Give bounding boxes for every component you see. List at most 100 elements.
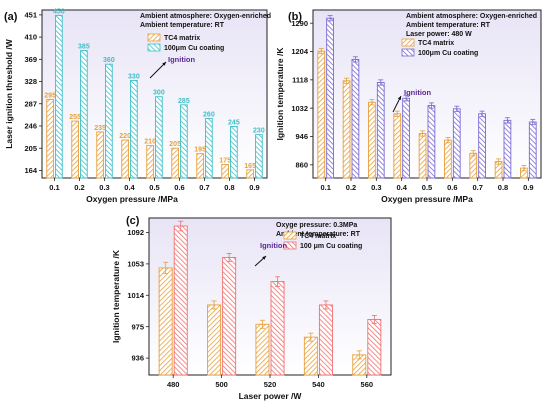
data-label: 165: [244, 163, 256, 170]
bar-cu-0.4: [402, 97, 410, 179]
x-tick-label: 0.7: [199, 183, 209, 192]
panel-label: (c): [126, 215, 140, 227]
y-tick-label: 1204: [291, 47, 309, 56]
x-tick-label: 0.3: [99, 183, 109, 192]
bar-tc4-0.2: [71, 120, 79, 179]
ignition-arrow: [149, 61, 167, 79]
x-tick-label: 480: [167, 380, 180, 389]
plot-area: [312, 9, 542, 179]
annotation: Oxyge pressure: 0.3MPa: [276, 222, 357, 229]
data-label: 385: [78, 44, 90, 51]
bar-tc4-0.6: [171, 147, 179, 179]
y-tick-label: 860: [295, 160, 308, 169]
annotation: Ambient temperature: RT: [276, 231, 361, 238]
legend-swatch: [401, 38, 415, 47]
bar-cu-0.2: [80, 50, 88, 179]
bar-tc4-500: [207, 304, 222, 376]
data-label: 295: [44, 92, 56, 99]
legend-swatch: [401, 48, 415, 57]
ignition-label: Ignition: [260, 241, 287, 250]
x-tick-label: 0.9: [523, 183, 533, 192]
legend-entry: TC4 matrix: [164, 35, 200, 42]
y-tick-label: 1290: [291, 19, 308, 28]
x-tick-label: 0.8: [498, 183, 508, 192]
x-tick-label: 0.6: [447, 183, 457, 192]
y-tick-label: 451: [24, 10, 37, 19]
bar-tc4-0.2: [342, 80, 351, 179]
y-tick-label: 1053: [127, 259, 144, 268]
ignition-label: Ignition: [404, 88, 431, 97]
x-axis-label: Oxygen pressure /MPa: [381, 194, 473, 204]
bar-cu-480: [173, 225, 188, 376]
data-label: 195: [194, 147, 206, 154]
panel-label: (b): [288, 11, 302, 23]
y-axis-label: Laser ignition threshold /W: [4, 38, 14, 149]
x-tick-label: 0.3: [371, 183, 381, 192]
annotation: Ambient atmosphere: Oxygen-enriched: [406, 13, 537, 20]
bar-cu-0.1: [326, 17, 334, 179]
data-label: 260: [203, 111, 215, 118]
panel-label: (a): [4, 11, 18, 23]
bar-cu-0.6: [452, 108, 461, 179]
y-tick-label: 164: [24, 166, 37, 175]
x-tick-label: 540: [312, 380, 325, 389]
plot-area: [148, 217, 392, 376]
bar-cu-0.4: [130, 80, 138, 179]
bar-cu-0.7: [205, 117, 213, 179]
bar-tc4-0.7: [469, 152, 478, 179]
y-tick-label: 369: [24, 55, 37, 64]
data-label: 450: [53, 8, 65, 15]
y-tick-label: 1032: [291, 104, 308, 113]
bar-cu-0.5: [427, 105, 436, 179]
data-label: 255: [69, 114, 81, 121]
bar-tc4-0.5: [146, 145, 154, 179]
x-tick-label: 500: [215, 380, 228, 389]
data-label: 245: [228, 120, 240, 127]
bar-tc4-0.8: [221, 164, 229, 179]
bar-cu-0.6: [180, 104, 188, 179]
bar-tc4-520: [255, 323, 270, 376]
x-tick-label: 0.7: [472, 183, 482, 192]
legend-entry: TC4 matrix: [300, 233, 336, 240]
x-axis-label: Laser power /W: [239, 391, 303, 401]
annotation: Ambient temperature: RT: [140, 22, 225, 29]
bar-cu-0.8: [503, 119, 512, 179]
y-axis-label: Ignition temperature /K: [275, 47, 285, 141]
bar-cu-560: [367, 318, 382, 376]
x-tick-label: 0.4: [124, 183, 135, 192]
data-label: 230: [253, 128, 265, 135]
y-tick-label: 1014: [127, 291, 145, 300]
y-tick-label: 328: [24, 77, 37, 86]
bar-tc4-0.6: [444, 139, 452, 179]
x-axis-label: Oxygen pressure /MPa: [86, 194, 178, 204]
annotation: Laser power: 480 W: [406, 31, 472, 38]
data-label: 220: [119, 133, 131, 140]
y-tick-label: 205: [24, 144, 37, 153]
x-tick-label: 0.1: [49, 183, 59, 192]
y-tick-label: 246: [24, 122, 37, 131]
arrow-head: [397, 96, 401, 100]
y-tick-label: 410: [24, 33, 37, 42]
legend-entry: TC4 matrix: [418, 40, 454, 47]
data-label: 360: [103, 57, 115, 64]
bar-tc4-0.5: [418, 133, 427, 179]
bar-tc4-0.4: [121, 139, 129, 179]
bar-tc4-0.4: [393, 113, 402, 179]
bar-cu-0.9: [528, 121, 537, 179]
x-tick-label: 0.2: [74, 183, 84, 192]
y-tick-label: 936: [131, 354, 144, 363]
bar-tc4-0.3: [96, 131, 104, 179]
data-label: 210: [144, 138, 156, 145]
x-tick-label: 560: [361, 380, 374, 389]
x-tick-label: 0.6: [174, 183, 184, 192]
y-tick-label: 975: [131, 322, 144, 331]
x-tick-label: 0.4: [396, 183, 407, 192]
y-tick-label: 1092: [127, 228, 144, 237]
bar-cu-0.3: [376, 82, 385, 179]
data-label: 330: [128, 73, 140, 80]
ignition-label: Ignition: [168, 55, 195, 64]
bar-tc4-480: [158, 267, 173, 376]
x-tick-label: 0.2: [346, 183, 356, 192]
bar-tc4-0.9: [246, 169, 254, 179]
